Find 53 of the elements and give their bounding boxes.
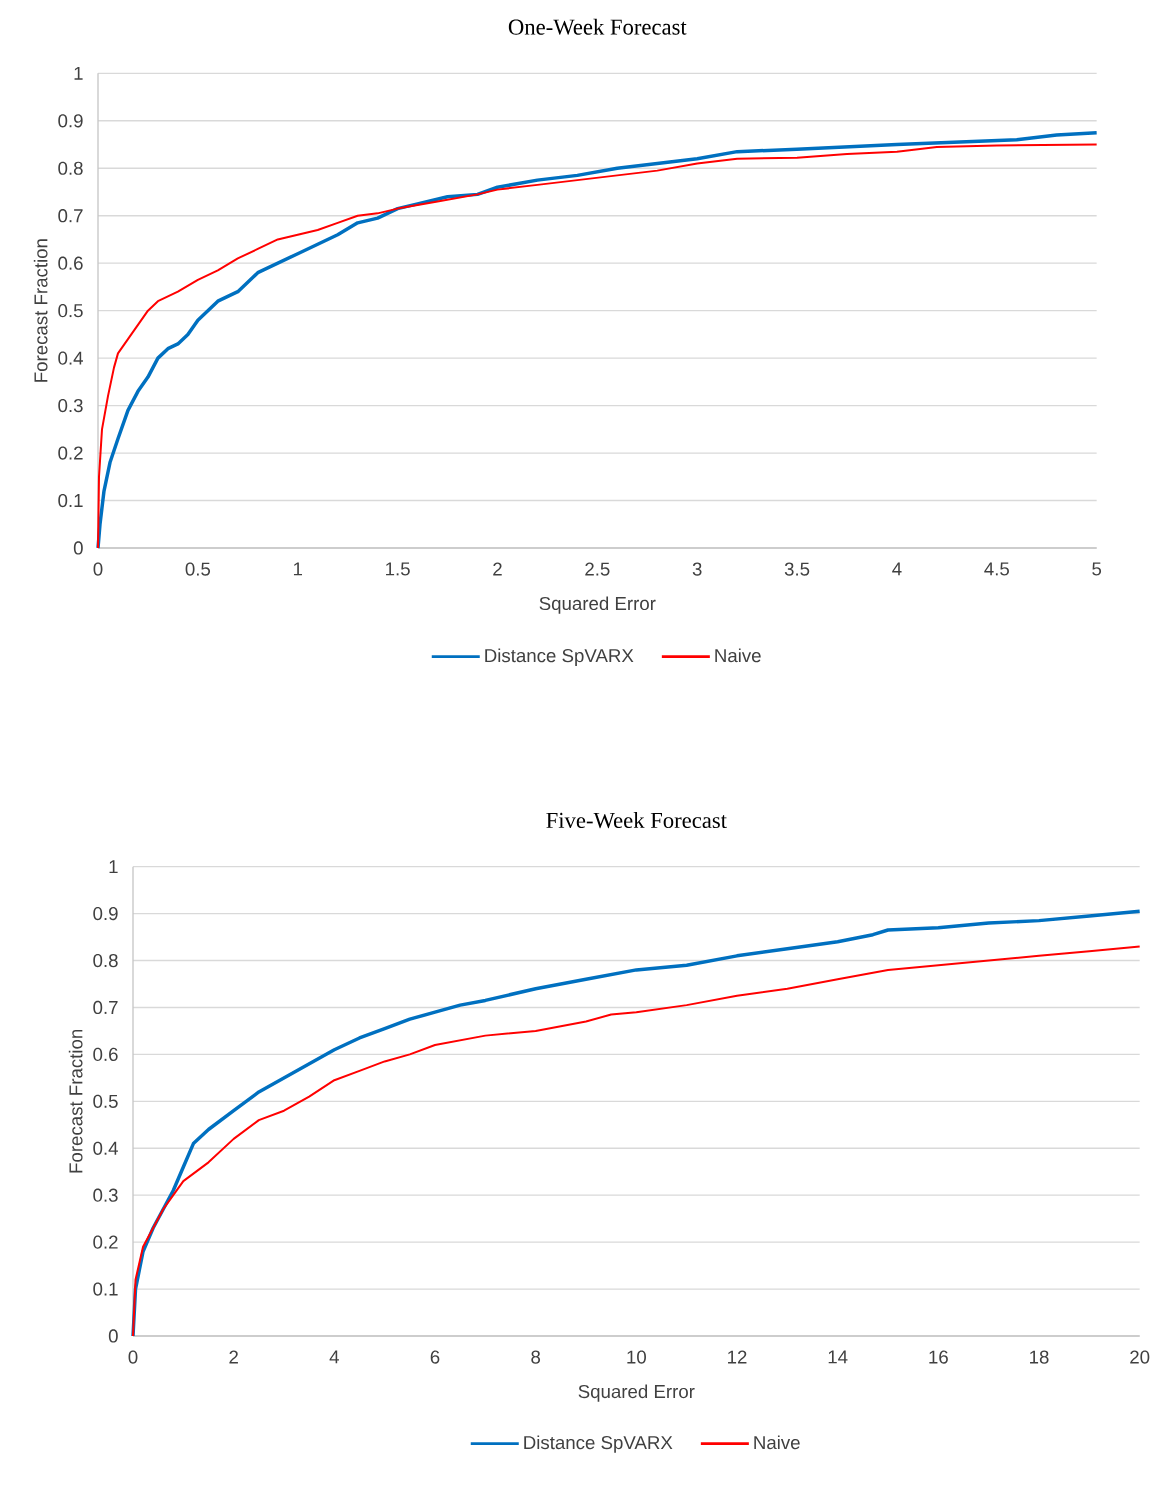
x-tick-label: 0: [128, 1350, 138, 1364]
x-tick-label: 12: [727, 1350, 747, 1364]
x-tick-label: 2.5: [585, 562, 610, 576]
y-tick-label: 0: [73, 541, 83, 555]
y-tick-label: 0.5: [93, 1094, 118, 1108]
y-tick-label: 0.9: [93, 906, 118, 921]
y-tick-label: 0.8: [58, 161, 83, 175]
y-tick-label: 0: [108, 1329, 118, 1343]
y-tick-label: 0.1: [58, 493, 83, 508]
x-tick-label: 20: [1130, 1350, 1150, 1364]
x-tick-label: 3.5: [784, 562, 810, 576]
x-tick-label: 5: [1092, 562, 1101, 576]
y-tick-label: 0.4: [93, 1141, 118, 1155]
y-tick-label: 0.6: [93, 1047, 118, 1062]
y-tick-label: 0.1: [93, 1282, 118, 1296]
x-tick-label: 4: [329, 1350, 339, 1364]
x-tick-label: 2: [493, 562, 502, 576]
y-tick-label: 1: [74, 66, 83, 80]
y-tick-label: 0.7: [58, 209, 83, 223]
x-axis-title: Squared Error: [578, 1384, 695, 1402]
x-tick-label: 6: [430, 1350, 440, 1364]
y-tick-label: 0.8: [93, 953, 118, 968]
legend-label: Naive: [715, 648, 761, 663]
y-tick-label: 0.3: [93, 1188, 118, 1202]
y-tick-label: 0.4: [58, 351, 83, 365]
chart-title: Five-Week Forecast: [546, 812, 727, 829]
x-tick-label: 8: [531, 1350, 540, 1364]
x-tick-label: 10: [627, 1350, 646, 1364]
legend-label: Distance SpVARX: [524, 1435, 673, 1453]
chart-title: One-Week Forecast: [508, 18, 687, 35]
legend-label: Distance SpVARX: [485, 648, 634, 666]
y-axis-title: Forecast Fraction: [68, 1029, 83, 1173]
x-tick-label: 4.5: [984, 562, 1009, 576]
y-tick-label: 0.7: [93, 1000, 118, 1015]
y-tick-label: 0.2: [58, 446, 83, 460]
x-axis-title: Squared Error: [539, 596, 656, 614]
x-tick-label: 4: [892, 562, 902, 576]
y-tick-label: 1: [109, 860, 118, 874]
x-tick-label: 18: [1029, 1350, 1049, 1364]
x-tick-label: 2: [229, 1350, 238, 1364]
legend-label: Naive: [754, 1435, 800, 1450]
x-tick-label: 3: [692, 562, 702, 576]
y-tick-label: 0.9: [58, 114, 83, 128]
y-tick-label: 0.2: [93, 1235, 118, 1249]
y-tick-label: 0.3: [58, 398, 83, 413]
y-axis-title: Forecast Fraction: [33, 239, 48, 382]
x-tick-label: 1: [293, 562, 302, 576]
x-tick-label: 1.5: [385, 562, 410, 576]
y-tick-label: 0.6: [58, 256, 83, 270]
y-tick-label: 0.5: [58, 304, 83, 318]
x-tick-label: 0.5: [185, 562, 210, 576]
x-tick-label: 14: [828, 1350, 848, 1364]
x-tick-label: 16: [929, 1350, 948, 1364]
